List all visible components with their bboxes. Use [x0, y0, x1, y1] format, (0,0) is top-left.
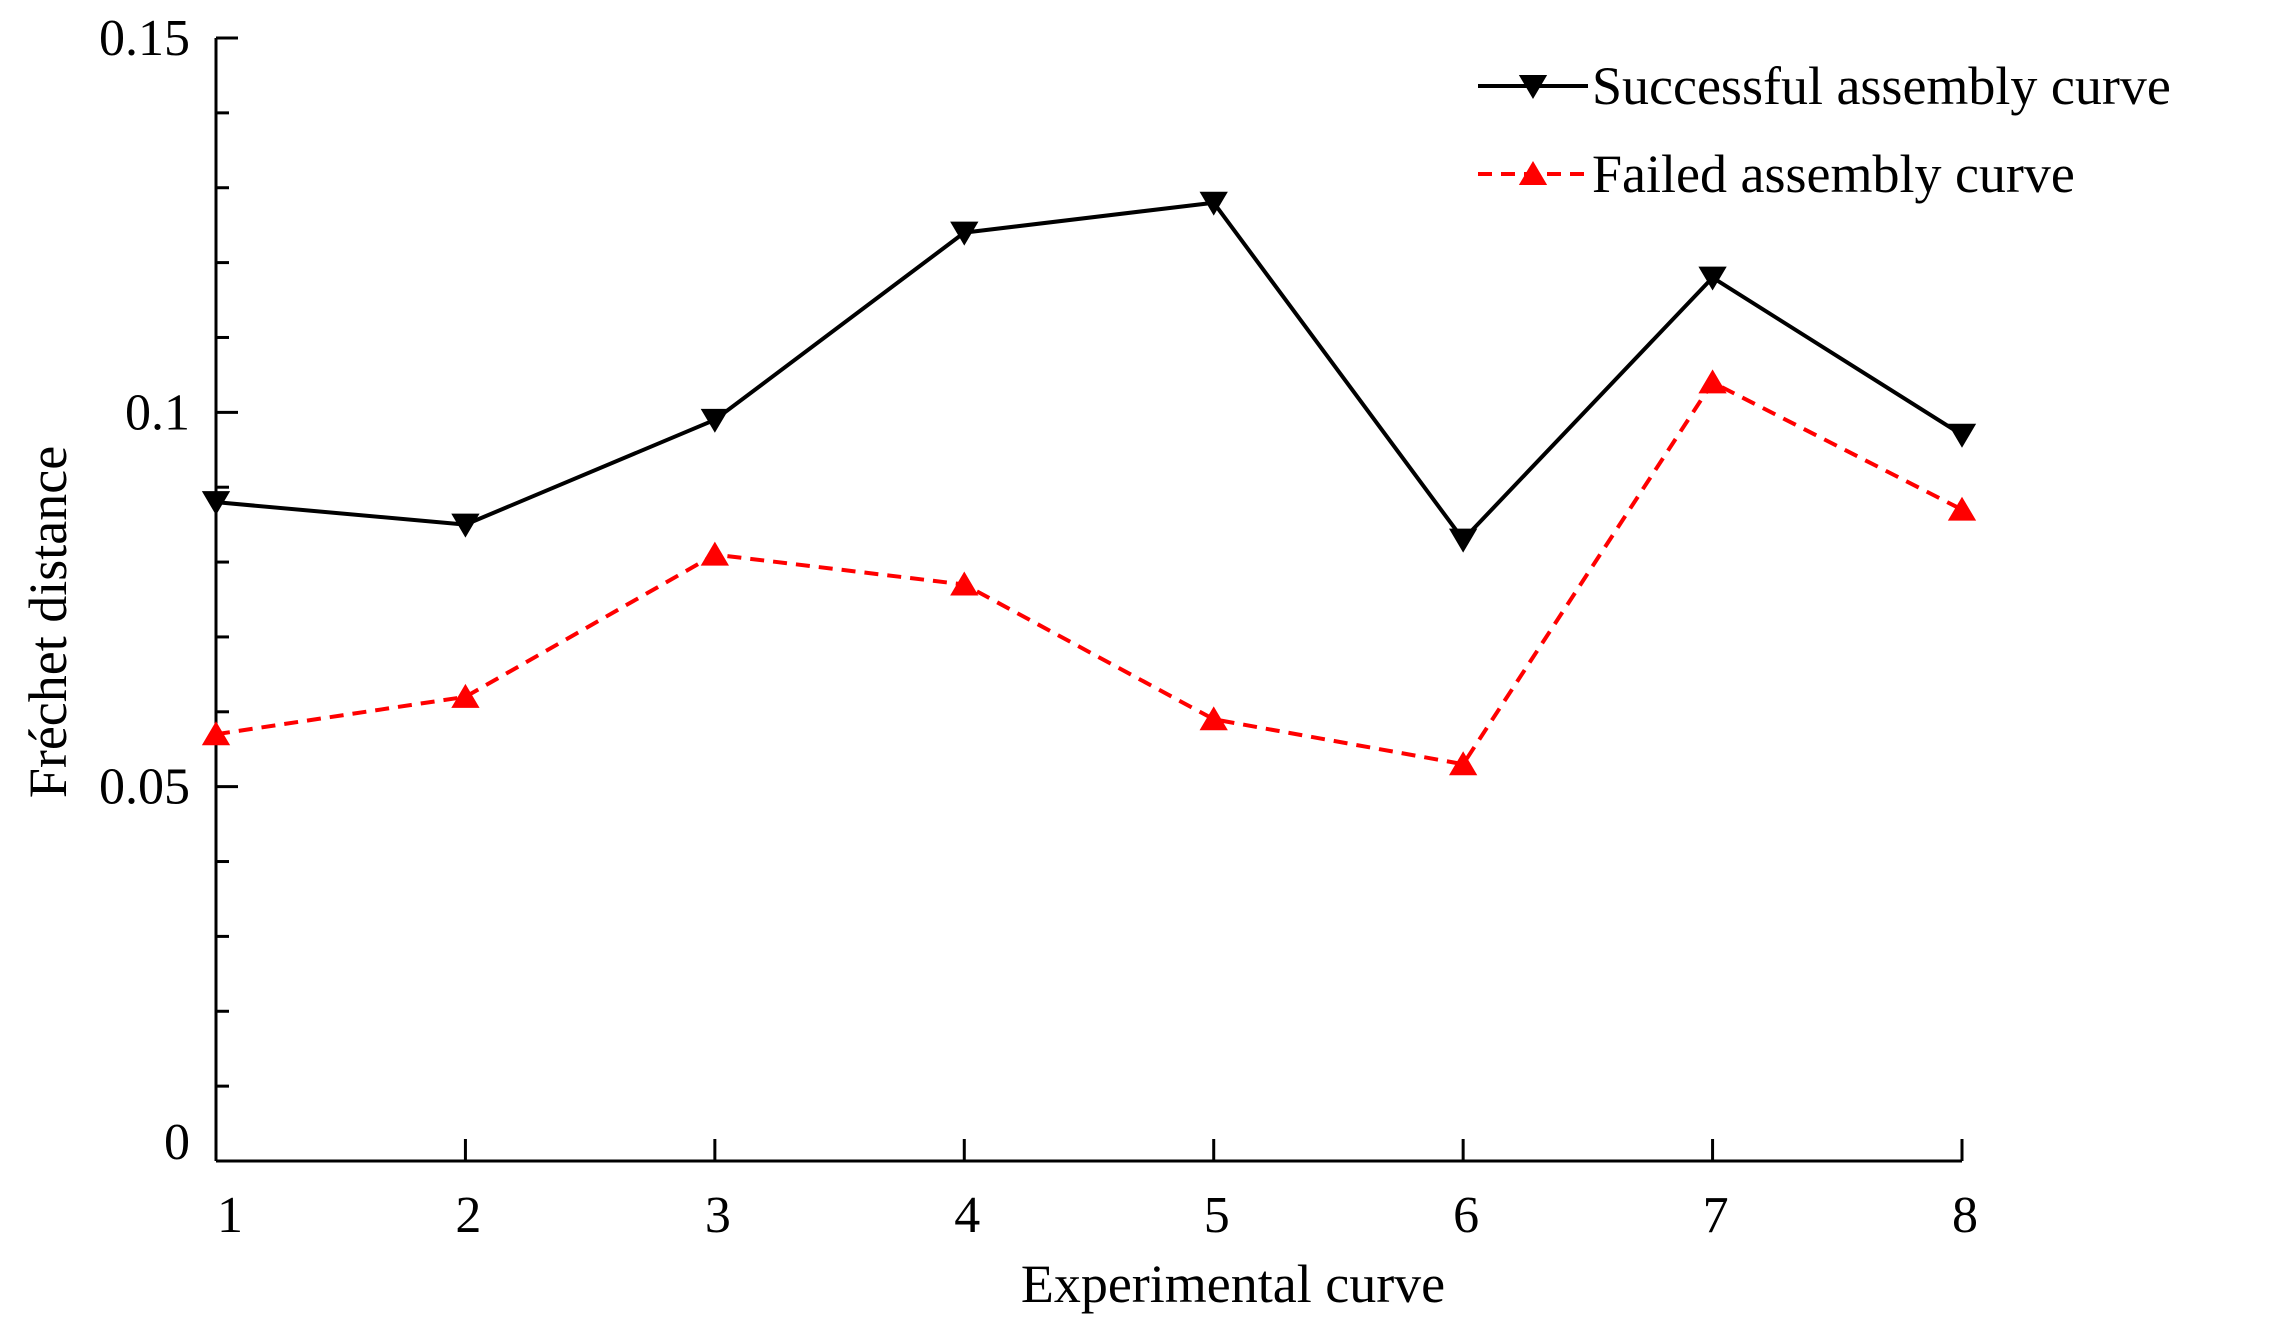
- legend-label: Successful assembly curve: [1592, 56, 2171, 116]
- data-point: [201, 721, 231, 746]
- x-tick-label: 6: [1453, 1187, 1479, 1244]
- data-point: [950, 221, 979, 246]
- y-tick-label: 0.15: [99, 10, 190, 67]
- legend-label: Failed assembly curve: [1592, 144, 2075, 204]
- data-point: [1448, 528, 1478, 553]
- series-line: [215, 200, 1964, 542]
- data-point: [1448, 751, 1478, 776]
- series-line: [215, 380, 1963, 767]
- data-point: [700, 408, 730, 433]
- y-tick-label: 0.1: [125, 384, 190, 441]
- y-tick-label: 0: [164, 1114, 190, 1171]
- data-point: [950, 571, 979, 596]
- data-point: [451, 683, 480, 708]
- x-tick-label: 2: [455, 1187, 481, 1244]
- axes: 0 0.05 0.1 0.15 1 2 3 4 5 6 7 8: [99, 10, 1978, 1244]
- data-point: [1698, 369, 1727, 394]
- series-failed: [201, 369, 1977, 776]
- x-tick-label: 8: [1952, 1187, 1978, 1244]
- data-point: [1698, 266, 1727, 291]
- x-tick-label: 7: [1703, 1187, 1729, 1244]
- plot-area: [201, 191, 1977, 776]
- legend-marker: [1518, 161, 1548, 185]
- data-point: [1199, 706, 1228, 731]
- y-axis-title: Fréchet distance: [18, 446, 78, 798]
- x-tick-label: 3: [705, 1187, 731, 1244]
- x-tick-label: 4: [954, 1187, 980, 1244]
- x-tick-label: 5: [1204, 1187, 1230, 1244]
- data-point: [1947, 496, 1977, 521]
- data-point: [1947, 423, 1977, 448]
- data-point: [451, 513, 480, 538]
- data-point: [1199, 191, 1228, 216]
- x-axis-title: Experimental curve: [1021, 1254, 1445, 1314]
- y-tick-label: 0.05: [99, 759, 190, 816]
- data-point: [201, 491, 231, 516]
- legend-marker: [1518, 75, 1548, 99]
- x-tick-label: 1: [217, 1187, 243, 1244]
- series-successful: [201, 191, 1977, 553]
- data-point: [700, 541, 730, 566]
- legend: Successful assembly curve Failed assembly…: [1478, 56, 2171, 204]
